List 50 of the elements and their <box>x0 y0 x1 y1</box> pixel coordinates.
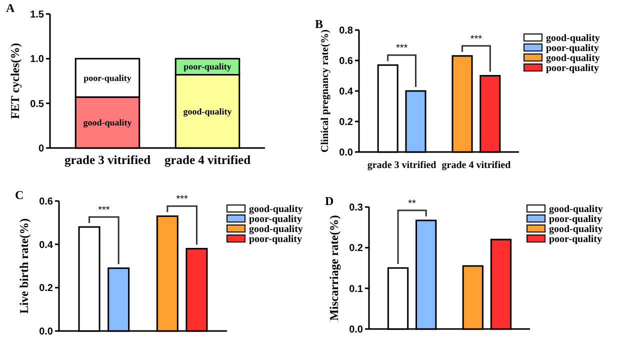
legend-label: poor-quality <box>546 63 599 74</box>
y-tick-label: 0.8 <box>339 26 354 36</box>
legend-label: poor-quality <box>546 43 599 54</box>
chart-title: C <box>15 188 24 202</box>
legend-label: good-quality <box>249 204 303 215</box>
y-axis-title: Live birth rate(%) <box>17 218 31 314</box>
legend-label: good-quality <box>549 224 603 235</box>
y-tick-label: 0.4 <box>339 86 354 98</box>
y-axis-title: FET cycles(%) <box>8 42 22 120</box>
text: poor-quality <box>84 72 132 83</box>
chart-title: B <box>315 17 324 31</box>
y-tick-label: 0.6 <box>339 56 354 67</box>
legend-label: good-quality <box>549 204 603 215</box>
y-tick-label: 0.1 <box>349 284 364 295</box>
annotation: *** <box>176 194 188 206</box>
legend-label: good-quality <box>546 33 600 44</box>
y-tick-label: 0.6 <box>39 196 54 208</box>
annotation: *** <box>98 205 110 216</box>
y-tick-label: 0.3 <box>349 202 364 214</box>
x-tick-label: grade 3 vitrified <box>64 153 151 167</box>
series-label: poor-quality <box>184 62 232 72</box>
series-label: good-quality <box>83 118 132 128</box>
legend-label: poor-quality <box>249 214 302 225</box>
y-axis-title: Clinical pregnancy rate(%) <box>320 29 331 152</box>
y-tick-label: 0 <box>38 144 44 154</box>
x-tick-label: grade 3 vitrified <box>367 160 437 171</box>
annotation: ** <box>408 198 416 210</box>
annotation: *** <box>470 34 482 45</box>
legend-label: poor-quality <box>549 234 602 245</box>
chart-title: D <box>325 194 334 208</box>
y-axis-title: Miscarriage rate(%) <box>327 215 341 321</box>
y-tick-label: 0.0 <box>339 148 354 158</box>
y-tick-label: 0.5 <box>30 98 44 110</box>
y-tick-label: 1.5 <box>30 10 44 20</box>
legend-label: good-quality <box>546 53 600 64</box>
legend-label: poor-quality <box>549 214 602 225</box>
chart-title: A <box>6 1 15 15</box>
y-tick-label: 0.4 <box>39 240 54 251</box>
y-tick-label: 0.2 <box>39 283 54 294</box>
y-tick-label: 0.2 <box>339 117 354 128</box>
legend-label: good-quality <box>249 224 303 235</box>
text: good-quality <box>183 106 232 116</box>
y-tick-label: 1.0 <box>30 54 44 66</box>
legend-label: poor-quality <box>249 234 302 245</box>
annotation: *** <box>396 43 408 54</box>
y-tick-label: 0.2 <box>349 243 364 254</box>
x-tick-label: grade 4 vitrified <box>164 153 251 167</box>
y-tick-label: 0.0 <box>39 326 54 338</box>
x-tick-label: grade 4 vitrified <box>442 160 512 171</box>
y-tick-label: 0.0 <box>349 324 364 336</box>
